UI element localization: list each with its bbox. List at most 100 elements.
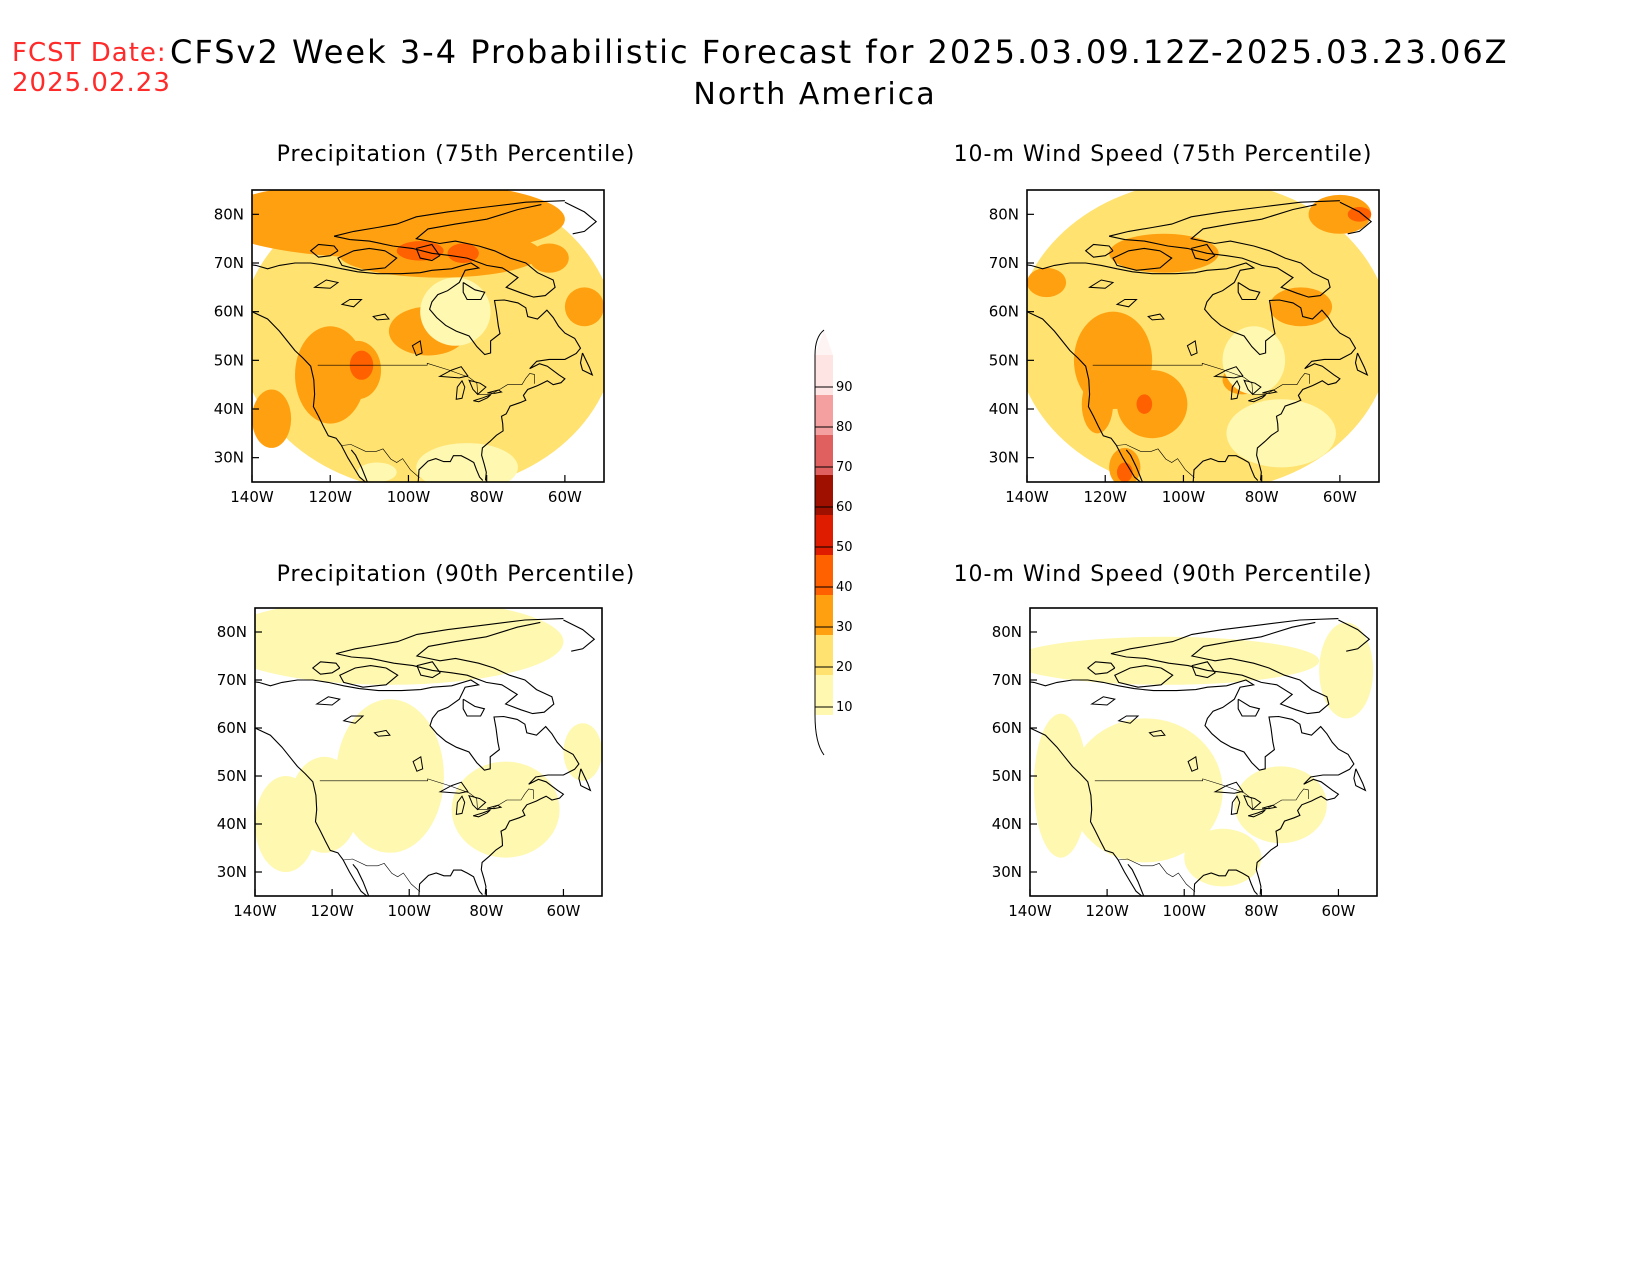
coastline (1192, 455, 1259, 482)
coastline (563, 619, 596, 652)
probability-region (1269, 287, 1333, 327)
lake-outline (340, 299, 363, 308)
lon-tick-label: 140W (233, 902, 277, 920)
colorbar-tick-label: 80 (836, 420, 853, 435)
coastline (417, 455, 484, 482)
coastline (462, 698, 486, 717)
lon-tick-label: 60W (1323, 488, 1357, 506)
border-line (343, 858, 421, 892)
lake-outline (1230, 379, 1241, 400)
lake-outline (1230, 795, 1241, 816)
lat-tick-label: 50N (214, 351, 244, 369)
probability-region (1033, 713, 1088, 858)
map-frame (254, 607, 603, 897)
coastline (564, 201, 598, 235)
probability-region (335, 699, 444, 853)
main-title: CFSv2 Week 3-4 Probabilistic Forecast fo… (170, 33, 1509, 71)
coastline (255, 679, 580, 895)
colorbar-tick-label: 10 (836, 700, 853, 715)
colorbar-swatch (815, 395, 833, 435)
lon-tick-label: 120W (1085, 902, 1129, 920)
lon-tick-label: 80W (1244, 902, 1278, 920)
lake-outline (1243, 794, 1262, 811)
lake-outline (313, 279, 340, 289)
probability-region (416, 443, 518, 482)
lake-outline (473, 809, 491, 818)
lake-outline (473, 394, 491, 403)
probability-region (447, 243, 479, 263)
colorbar-tick-label: 50 (836, 540, 853, 555)
coastline (1027, 262, 1357, 481)
probability-region (357, 462, 397, 482)
map-frame (251, 189, 605, 483)
lake-outline (1212, 366, 1244, 379)
probability-region (1226, 399, 1336, 468)
border-line (1118, 858, 1196, 892)
lat-tick-label: 70N (989, 254, 1019, 272)
fcst-date-value: 2025.02.23 (12, 68, 171, 98)
coastline (1127, 863, 1145, 896)
probability-region (451, 761, 560, 858)
lat-tick-label: 40N (217, 815, 247, 833)
colorbar-bottom-tip (815, 715, 833, 755)
border-line (341, 444, 420, 478)
lat-tick-label: 30N (217, 863, 247, 881)
map-wind-75: 140W 120W 100W 80W 60W 30N 40N 50N 60N 70N 80N (989, 189, 1380, 506)
lake-outline (438, 781, 469, 794)
colorbar-tick-label: 90 (836, 380, 853, 395)
probability-region (564, 287, 604, 327)
lon-tick-label: 60W (548, 488, 582, 506)
lon-tick-label: 80W (470, 488, 504, 506)
coastline (462, 282, 486, 301)
coastline (1237, 282, 1261, 301)
map-wind-90: 140W 120W 100W 80W 60W 30N 40N 50N 60N 70N 80N (992, 607, 1378, 920)
lon-tick-label: 120W (308, 488, 352, 506)
coastline (309, 243, 339, 258)
lat-tick-label: 80N (217, 623, 247, 641)
lake-outline (455, 795, 466, 816)
coastline (335, 618, 564, 715)
panel-title-wind-75: 10-m Wind Speed (75th Percentile) (953, 142, 1373, 167)
colorbar-swatch (815, 595, 833, 635)
lake-outline (1243, 379, 1262, 396)
coastline (1027, 311, 1141, 482)
map-precip-75: 140W 120W 100W 80W 60W 30N 40N 50N 60N 70N 80N (214, 189, 605, 506)
border-line (1092, 362, 1310, 395)
lake-outline (1213, 781, 1244, 794)
lon-tick-label: 60W (1321, 902, 1355, 920)
coastline (1338, 619, 1371, 652)
coastline (350, 449, 368, 482)
lake-outline (372, 313, 390, 321)
probability-region (252, 389, 292, 448)
lat-tick-label: 80N (992, 623, 1022, 641)
lake-outline (455, 379, 466, 400)
lake-outline (1248, 809, 1266, 818)
lat-tick-label: 70N (992, 671, 1022, 689)
lake-outline (1148, 729, 1166, 737)
fcst-date-label: FCST Date: (12, 38, 167, 68)
probability-region (1027, 267, 1067, 298)
lat-tick-label: 30N (992, 863, 1022, 881)
probability-region (1347, 207, 1372, 222)
lat-tick-label: 80N (214, 205, 244, 223)
coastline (311, 661, 341, 675)
lat-tick-label: 70N (214, 254, 244, 272)
panel-title-precip-75: Precipitation (75th Percentile) (276, 142, 636, 167)
lake-outline (1090, 696, 1116, 706)
colorbar-tick-label: 40 (836, 580, 853, 595)
lon-tick-label: 140W (1008, 902, 1052, 920)
coastline (418, 869, 483, 896)
lake-outline (1115, 299, 1138, 308)
lake-outline (412, 755, 424, 772)
coastline (1114, 665, 1174, 688)
lat-tick-label: 50N (217, 767, 247, 785)
coastline (1190, 243, 1216, 262)
colorbar-swatch (815, 555, 833, 595)
coastline (1030, 727, 1143, 896)
probability-region (255, 776, 317, 872)
probability-region (1222, 326, 1286, 395)
coastline (1030, 679, 1355, 895)
lake-outline (468, 379, 487, 396)
coastline (352, 863, 370, 896)
colorbar-tick-label: 20 (836, 660, 853, 675)
